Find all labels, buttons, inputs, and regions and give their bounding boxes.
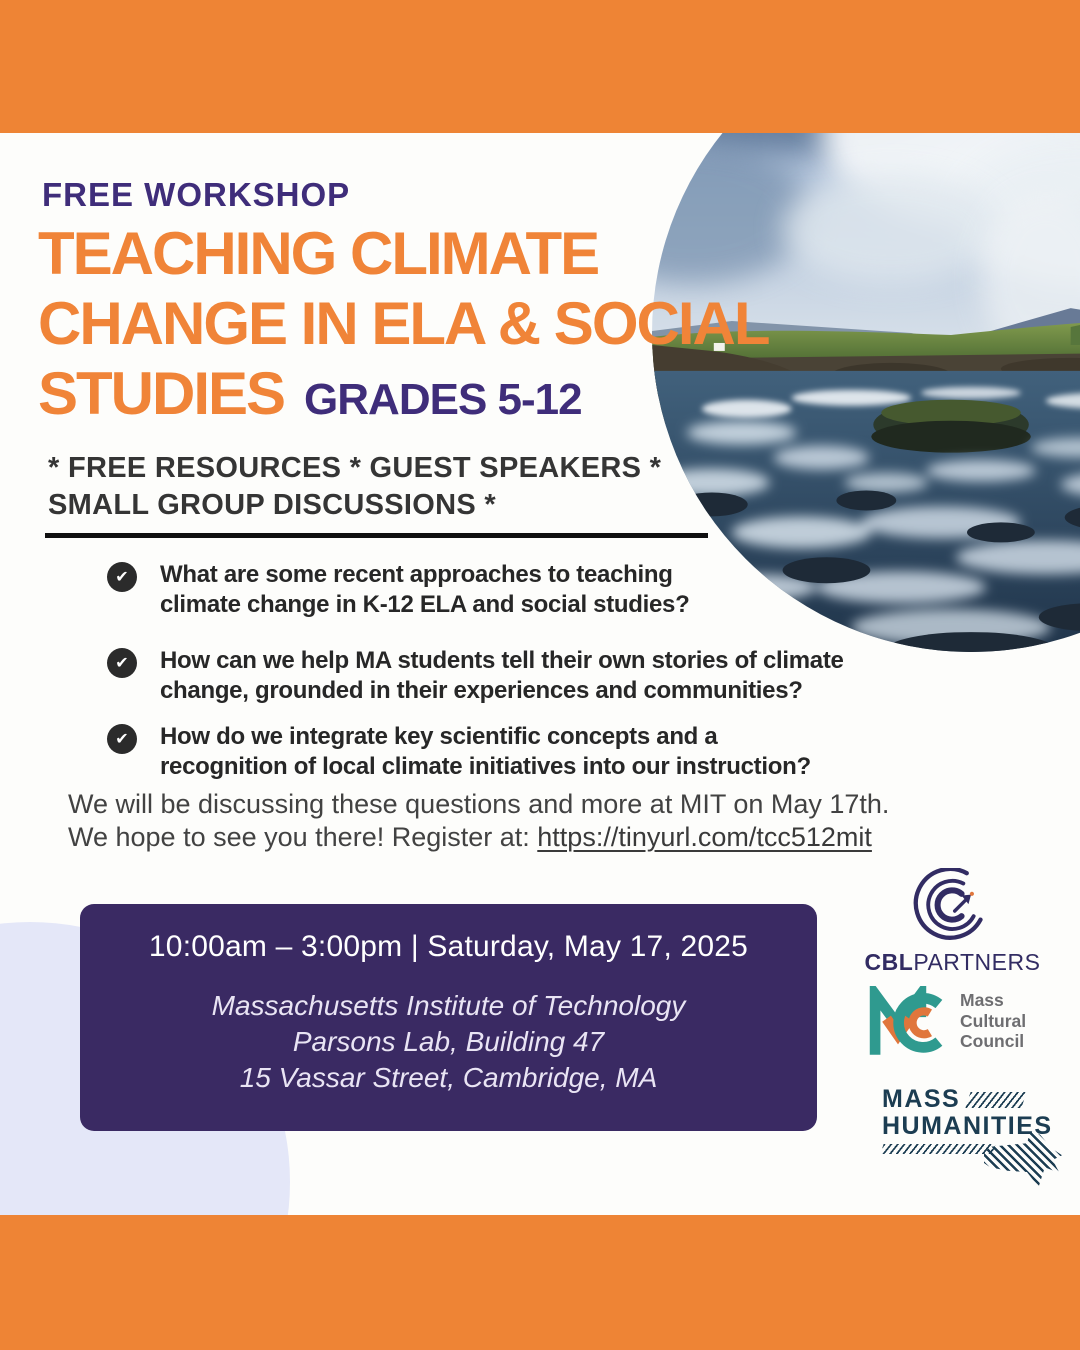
mcc-wordmark-line-3: Council [960, 1031, 1025, 1052]
subtitle-line-1: * FREE RESOURCES * GUEST SPEAKERS * [48, 452, 662, 484]
title-line-2: CHANGE IN ELA & SOCIAL [38, 290, 770, 357]
event-details-box: 10:00am – 3:00pm | Saturday, May 17, 202… [80, 904, 817, 1131]
title-line-1: TEACHING CLIMATE [38, 220, 600, 287]
question-item: ✔ How can we help MA students tell their… [107, 646, 844, 706]
question-1-line-1: What are some recent approaches to teach… [160, 561, 673, 588]
cbl-partners-logo: CBLPARTNERS [860, 866, 1045, 976]
question-item: ✔ What are some recent approaches to tea… [107, 560, 690, 620]
bottom-orange-bar [0, 1215, 1080, 1350]
mcc-wordmark-line-2: Cultural [960, 1010, 1027, 1031]
mass-humanities-logo: MASS HUMANITIES [880, 1086, 1062, 1187]
check-icon: ✔ [107, 724, 137, 754]
subtitle: * FREE RESOURCES * GUEST SPEAKERS * SMAL… [48, 450, 661, 524]
venue-line-3: 15 Vassar Street, Cambridge, MA [239, 1062, 658, 1093]
question-2-line-2: change, grounded in their experiences an… [160, 677, 803, 704]
free-workshop-badge: FREE WORKSHOP [42, 176, 351, 213]
top-orange-bar [0, 0, 1080, 133]
grades-label: GRADES 5-12 [304, 375, 583, 424]
mh-mass-text: MASS [882, 1085, 961, 1113]
question-3-line-2: recognition of local climate initiatives… [160, 753, 811, 780]
question-2-line-1: How can we help MA students tell their o… [160, 647, 844, 674]
question-text: How can we help MA students tell their o… [160, 646, 844, 706]
cbl-partners-wordmark: CBLPARTNERS [860, 949, 1045, 976]
mh-wordmark-line-1: MASS [882, 1086, 1052, 1113]
cbl-spiral-icon [913, 866, 983, 940]
question-text: How do we integrate key scientific conce… [160, 722, 811, 782]
mh-humanities-text: HUMANITIES [882, 1112, 1053, 1140]
question-1-line-2: climate change in K-12 ELA and social st… [160, 591, 690, 618]
closing-paragraph: We will be discussing these questions an… [68, 788, 889, 854]
mh-hatch-underline [880, 1144, 996, 1154]
check-icon: ✔ [107, 648, 137, 678]
closing-line-2: We hope to see you there! Register at: h… [68, 821, 889, 854]
event-venue: Massachusetts Institute of Technology Pa… [80, 988, 817, 1096]
cbl-wordmark-bold: CBL [864, 949, 914, 975]
mh-wordmark-line-2: HUMANITIES [882, 1113, 1052, 1140]
title-line-3: STUDIES GRADES 5-12 [38, 360, 583, 427]
venue-line-1: Massachusetts Institute of Technology [211, 990, 686, 1021]
closing-line-2-prefix: We hope to see you there! Register at: [68, 822, 538, 852]
subtitle-line-2: SMALL GROUP DISCUSSIONS * [48, 489, 496, 521]
register-link[interactable]: https://tinyurl.com/tcc512mit [537, 822, 872, 852]
question-item: ✔ How do we integrate key scientific con… [107, 722, 811, 782]
question-text: What are some recent approaches to teach… [160, 560, 690, 620]
mcc-monogram-icon [869, 986, 943, 1055]
mh-hatch-decor [965, 1091, 1027, 1108]
venue-line-2: Parsons Lab, Building 47 [292, 1026, 605, 1057]
question-3-line-1: How do we integrate key scientific conce… [160, 723, 718, 750]
mcc-wordmark-line-1: Mass [960, 990, 1004, 1010]
title-line-3-orange: STUDIES [38, 360, 286, 427]
mass-cultural-council-logo: Mass Cultural Council [866, 986, 1026, 1058]
event-datetime: 10:00am – 3:00pm | Saturday, May 17, 202… [148, 930, 749, 963]
closing-line-1: We will be discussing these questions an… [68, 789, 890, 819]
divider-line [45, 533, 708, 538]
check-icon: ✔ [107, 562, 137, 592]
mcc-wordmark: Mass Cultural Council [960, 990, 1026, 1052]
cbl-wordmark-rest: PARTNERS [913, 949, 1041, 975]
